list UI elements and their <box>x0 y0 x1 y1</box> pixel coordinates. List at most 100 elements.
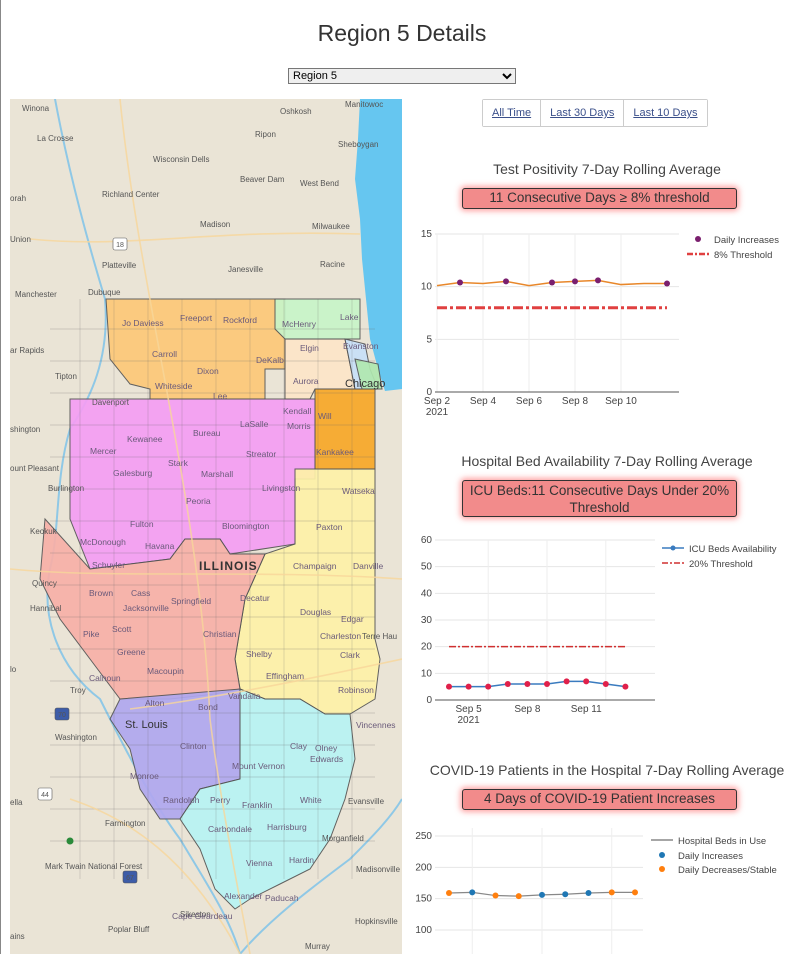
place-label: Janesville <box>228 265 264 274</box>
y-tick-label: 50 <box>421 562 433 573</box>
highway-number: 44 <box>41 792 49 799</box>
lake-michigan <box>355 99 402 391</box>
icu-line <box>449 680 626 688</box>
test-positivity-alert: 11 Consecutive Days ≥ 8% threshold <box>462 188 737 209</box>
place-label: Troy <box>70 686 86 695</box>
daily-increase-point <box>585 890 592 897</box>
county-label: Danville <box>353 561 384 571</box>
county-label: Morris <box>287 421 311 431</box>
y-tick-label: 150 <box>415 894 432 905</box>
county-label: Fulton <box>130 519 154 529</box>
daily-decrease-point <box>632 889 638 896</box>
county-label: Paxton <box>316 522 343 532</box>
county-label: McDonough <box>80 537 126 547</box>
y-tick-label: 15 <box>421 229 433 240</box>
county-label: Peoria <box>186 496 211 506</box>
county-label: Kewanee <box>127 434 163 444</box>
legend-marker <box>659 866 665 872</box>
county-label: Aurora <box>293 376 319 386</box>
county-label: LaSalle <box>240 419 269 429</box>
y-tick-label: 60 <box>421 535 433 546</box>
county-label: Streator <box>246 449 276 459</box>
icu-beds-alert-line1: ICU Beds:11 Consecutive Days Under 20% <box>469 483 730 498</box>
county-label: Bond <box>198 702 218 712</box>
county-label: Cass <box>131 588 150 598</box>
map-places: 18 70 44 67 Winona Oshkosh Manitowoc La Crosse R… <box>10 100 401 951</box>
icu-beds-chart[interactable]: 0 10 20 30 40 50 60 Sep 5 Sep 8 Sep 11 2021 ICU Bed… <box>411 530 802 730</box>
x-tick-label: Sep 6 <box>516 396 543 407</box>
y-tick-label: 0 <box>426 695 432 706</box>
county-label: Dixon <box>197 366 219 376</box>
place-label: Milwaukee <box>312 222 350 231</box>
legend-marker <box>670 545 676 551</box>
place-label: Terre Hau <box>362 632 397 641</box>
county-label: Bureau <box>193 428 221 438</box>
county-label: Paducah <box>265 893 299 903</box>
place-label: Union <box>10 235 31 244</box>
x-tick-label: Sep 2 <box>424 396 451 407</box>
region-3 <box>39 517 266 700</box>
region-select[interactable]: Region 5 <box>288 68 516 84</box>
highway-road <box>69 798 241 954</box>
county-label: Alexander <box>224 891 262 901</box>
place-label: ains <box>10 932 25 941</box>
daily-increase-point <box>595 277 601 284</box>
county-label: Clay <box>290 741 308 751</box>
place-label: Murray <box>305 942 330 951</box>
county-label: Macoupin <box>147 666 184 676</box>
county-label: Christian <box>203 629 237 639</box>
last-10-days-button[interactable]: Last 10 Days <box>624 100 707 126</box>
county-label: Hardin <box>289 855 314 865</box>
county-label: Perry <box>210 795 231 805</box>
y-tick-label: 0 <box>426 387 432 398</box>
place-label: lo <box>10 665 17 674</box>
y-tick-label: 250 <box>415 831 432 842</box>
x-tick-label: Sep 4 <box>470 396 497 407</box>
highway-road <box>29 232 361 243</box>
county-label: Charleston <box>320 631 361 641</box>
county-label: Robinson <box>338 685 374 695</box>
y-tick-label: 5 <box>426 334 432 345</box>
icu-point <box>583 678 590 685</box>
county-label: Lake <box>340 312 359 322</box>
y-tick-label: 10 <box>421 668 433 679</box>
forest-icon <box>66 837 74 845</box>
county-label: Effingham <box>266 671 304 681</box>
covid-patients-chart[interactable]: 100 150 200 250 Hospital Beds in Use Daily In… <box>411 822 802 954</box>
last-30-days-button[interactable]: Last 30 Days <box>541 100 625 126</box>
county-label: Mercer <box>90 446 117 456</box>
daily-decrease-point <box>492 892 499 899</box>
x-tick-label: Sep 11 <box>571 704 602 715</box>
county-label: Greene <box>117 647 146 657</box>
region-map[interactable]: 18 70 44 67 Winona Oshkosh Manitowoc La Crosse R… <box>10 99 402 954</box>
county-label: Harrisburg <box>267 822 307 832</box>
daily-increase-point <box>469 889 476 896</box>
county-label: Elgin <box>300 343 319 353</box>
all-time-button[interactable]: All Time <box>483 100 542 126</box>
icu-point <box>465 683 472 690</box>
place-label: Hannibal <box>30 604 62 613</box>
county-label: Douglas <box>300 607 331 617</box>
highway-road <box>119 99 251 954</box>
place-label: Farmington <box>105 819 145 828</box>
y-tick-label: 200 <box>415 862 432 873</box>
place-label: Oshkosh <box>280 107 312 116</box>
county-label: Carroll <box>152 349 177 359</box>
place-label: Hopkinsville <box>355 917 398 926</box>
highway-shield-icon <box>112 237 128 251</box>
county-label: Springfield <box>171 596 211 606</box>
county-label: Brown <box>89 588 113 598</box>
county-label: Randolph <box>163 795 200 805</box>
x-tick-label: Sep 8 <box>514 704 541 715</box>
county-label: Scott <box>112 624 132 634</box>
legend-label: Daily Increases <box>714 235 779 246</box>
map-roads <box>10 99 402 954</box>
place-label: Racine <box>320 260 345 269</box>
county-label: Jacksonville <box>123 603 169 613</box>
county-label: ILLINOIS <box>199 559 258 573</box>
icu-point <box>563 678 570 685</box>
county-label: Marshall <box>201 469 233 479</box>
legend-marker <box>659 852 665 858</box>
test-positivity-chart[interactable]: 0 5 10 15 Sep 2 Sep 4 Sep 6 Sep 8 Sep 10 2021 Dail… <box>411 222 802 422</box>
legend-label: Hospital Beds in Use <box>678 836 766 847</box>
